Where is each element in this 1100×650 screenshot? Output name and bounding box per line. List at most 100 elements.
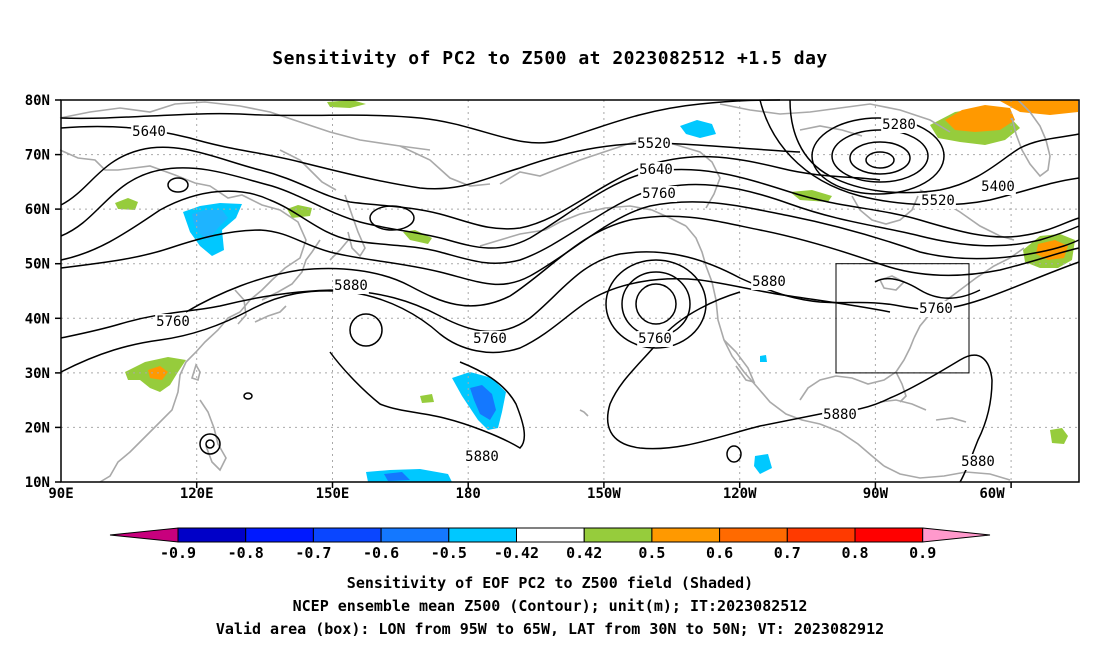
caption-contour: NCEP ensemble mean Z500 (Contour); unit(…: [292, 597, 808, 615]
coastline-greenland: [1011, 99, 1051, 178]
contour-line: [60, 99, 781, 144]
colorbar-label: -0.7: [295, 544, 331, 562]
coastline-arctic: [59, 101, 431, 151]
contour-label: 5880: [961, 454, 995, 470]
shade-patch: [403, 230, 432, 244]
lon-tick-label: 150E: [316, 486, 350, 502]
contour-label-halo: [960, 454, 996, 470]
contour-line: [759, 99, 1080, 206]
colorbar-max-arrow: [922, 527, 991, 543]
lat-tick-label: 10N: [25, 475, 50, 491]
coastline-south-america: [883, 465, 1011, 481]
colorbar-label: -0.8: [228, 544, 264, 562]
contour-label-halo: [472, 331, 508, 347]
colorbar-label: -0.6: [363, 544, 399, 562]
coastline-alaska: [499, 139, 721, 209]
contour-ring: [167, 177, 189, 193]
lon-tick-label: 120W: [723, 486, 757, 502]
contour-line: [60, 125, 801, 190]
contour-ring: [831, 129, 929, 183]
contour-label: 5520: [637, 136, 671, 152]
contour-label-halo: [637, 331, 673, 347]
contour-ring: [199, 433, 221, 455]
contour-labels: 5640 5520 5640 5760 5280 5400 5520 5880 …: [131, 117, 1016, 470]
contour-label-halo: [131, 124, 167, 140]
lat-tick-label: 50N: [25, 257, 50, 273]
coastline-kamchatka: [344, 194, 366, 258]
lon-tick-label: 150W: [587, 486, 621, 502]
contour-label: 5760: [473, 331, 507, 347]
colorbar-bin: [516, 527, 585, 543]
coastline-chukotka: [399, 145, 491, 187]
colorbar-label: 0.42: [566, 544, 602, 562]
shade-patch: [945, 105, 1015, 132]
colorbar-labels: -0.9 -0.8 -0.7 -0.6 -0.5 -0.42 0.42 0.5 …: [160, 544, 936, 562]
shade-patch: [760, 355, 767, 362]
coastline-florida: [895, 337, 915, 373]
contour-label: 5760: [642, 186, 676, 202]
contour-label-halo: [638, 162, 674, 178]
contour-ring: [811, 117, 945, 195]
contour-label-halo: [464, 449, 500, 465]
coastline-arctic-islands: [799, 125, 863, 137]
coastline-central-america: [819, 423, 885, 467]
colorbar-bin: [245, 527, 314, 543]
coastline-taiwan: [191, 362, 201, 382]
lat-tick-label: 30N: [25, 366, 50, 382]
contour-ring: [726, 445, 742, 463]
lon-tick-label: 180: [456, 486, 481, 502]
contour-line: [60, 278, 891, 373]
lon-tick-marks: [195, 482, 1012, 488]
contour-label-halo: [881, 117, 917, 133]
shade-patch: [192, 210, 228, 240]
shade-patch: [420, 394, 434, 403]
coastline-kuril: [329, 237, 351, 261]
contour-label: 5880: [823, 407, 857, 423]
lat-tick-label: 20N: [25, 420, 50, 436]
coastline-korea: [234, 289, 247, 325]
lat-tick-label: 80N: [25, 93, 50, 109]
contour-ring: [205, 439, 215, 449]
contour-line: [60, 167, 1080, 249]
lat-tick-label: 60N: [25, 202, 50, 218]
colorbar-bin: [786, 527, 856, 543]
contour-label: 5640: [639, 162, 673, 178]
colorbar-bin: [448, 527, 517, 543]
contour-label: 5760: [638, 331, 672, 347]
contour-line: [789, 99, 1080, 194]
caption-shading: Sensitivity of EOF PC2 to Z500 field (Sh…: [346, 574, 754, 592]
colorbar-bin: [583, 527, 653, 543]
grid-lines: [61, 100, 1079, 482]
contour-line: [60, 146, 881, 230]
coastline-asia: [59, 149, 307, 483]
contour-line: [606, 291, 993, 483]
shade-patch: [754, 454, 772, 474]
contour-label-halo: [751, 274, 787, 290]
contour-ring: [635, 283, 677, 325]
figure-title: Sensitivity of PC2 to Z500 at 2023082512…: [272, 48, 828, 69]
contour-ring: [621, 271, 691, 337]
contour-label-halo: [641, 186, 677, 202]
colorbar-label: 0.7: [774, 544, 801, 562]
contour-label: 5280: [882, 117, 916, 133]
colorbar-label: -0.5: [431, 544, 467, 562]
contour-ring: [605, 259, 707, 349]
coastline-gulf: [799, 370, 907, 403]
shade-patch: [287, 205, 312, 218]
colorbar-min-arrow: [109, 527, 179, 543]
contour-line: [60, 251, 1080, 339]
shade-patch: [115, 198, 138, 210]
colorbar-bin: [312, 527, 382, 543]
colorbar-label: 0.9: [909, 544, 936, 562]
colorbar: [109, 527, 991, 543]
lat-tick-labels: 80N 70N 60N 50N 40N 30N 20N 10N: [25, 93, 50, 491]
shade-patch: [327, 100, 366, 108]
contour-label-halo: [155, 314, 191, 330]
lat-tick-label: 70N: [25, 148, 50, 164]
contour-label-halo: [636, 136, 672, 152]
colorbar-bin: [380, 527, 450, 543]
contour-label-halo: [918, 301, 954, 317]
contour-label-halo: [980, 179, 1016, 195]
valid-area-box: [835, 263, 970, 374]
shade-patch: [470, 385, 496, 420]
